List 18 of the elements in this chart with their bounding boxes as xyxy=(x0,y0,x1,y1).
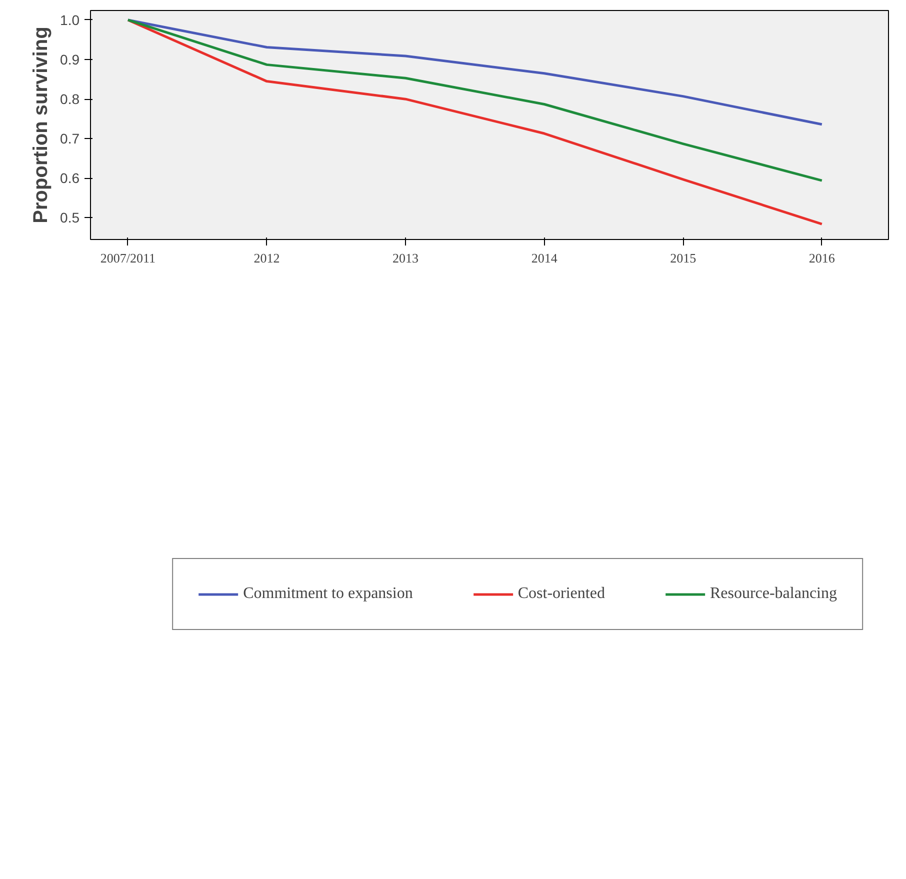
y-tick-label: 0.7 xyxy=(60,130,80,147)
line-series xyxy=(126,18,824,226)
y-tick-label: 0.8 xyxy=(60,91,80,108)
legend-label: Cost-oriented xyxy=(518,585,605,603)
y-tick-label: 0.9 xyxy=(60,52,80,68)
y-axis-title: Proportion surviving xyxy=(30,26,52,224)
y-tick-label: 0.6 xyxy=(60,170,80,186)
x-tick-label: 2012 xyxy=(254,250,280,266)
x-tick-label: 2016 xyxy=(808,250,836,266)
y-tick-label: 0.5 xyxy=(60,210,80,226)
legend-label: Resource-balancing xyxy=(710,585,837,603)
x-tick-label: 2015 xyxy=(670,250,696,266)
legend-label: Commitment to expansion xyxy=(243,585,413,603)
x-tick-label: 2013 xyxy=(392,250,419,266)
line-series xyxy=(126,18,824,182)
x-tick-label: 2007/2011 xyxy=(100,250,156,266)
y-tick-label: 1.0 xyxy=(60,12,80,28)
x-tick-label: 2014 xyxy=(531,250,558,266)
